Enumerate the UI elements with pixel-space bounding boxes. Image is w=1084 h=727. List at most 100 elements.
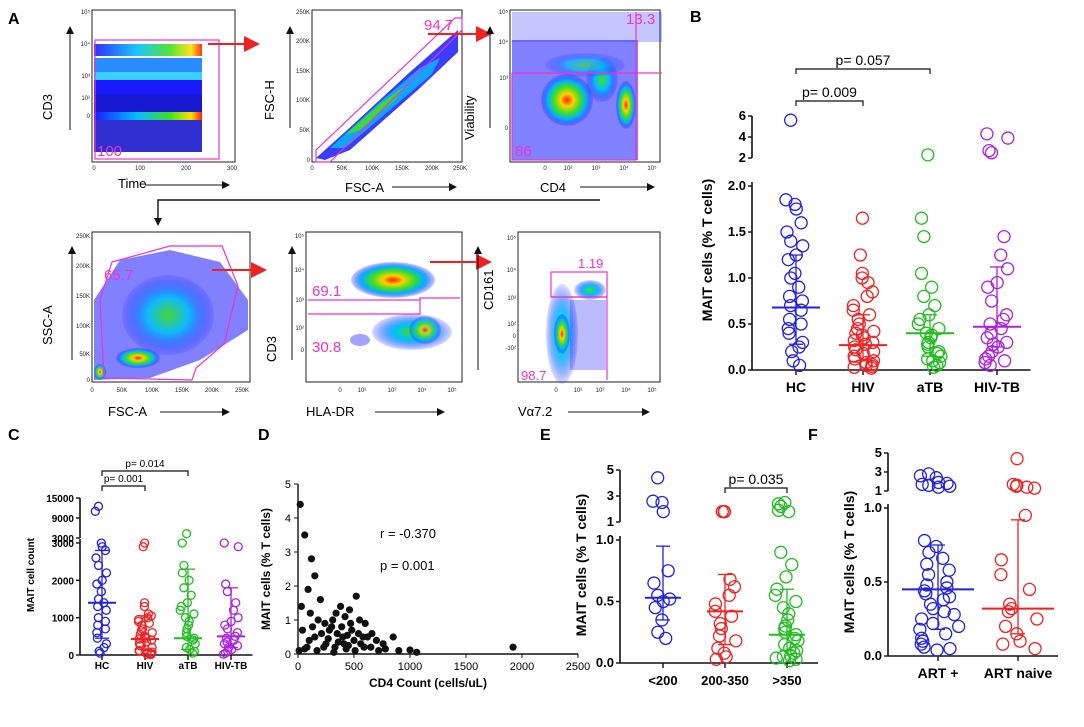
p-value-label: p= 0.001 — [104, 474, 144, 485]
data-point — [981, 280, 995, 294]
x-tick-label: 300 — [227, 166, 238, 172]
x-tick-label: 10⁴ — [621, 387, 631, 394]
y-tick-label: 50K — [79, 352, 90, 358]
x-tick-label: 100K — [145, 388, 159, 394]
data-point — [917, 289, 931, 304]
data-point — [781, 504, 796, 519]
data-point — [723, 572, 737, 587]
data-point — [179, 560, 189, 571]
data-point — [794, 216, 808, 230]
data-point — [916, 634, 930, 648]
data-point — [911, 317, 925, 331]
data-point — [940, 581, 954, 595]
data-point — [646, 494, 660, 508]
data-point — [656, 504, 670, 519]
data-point — [998, 619, 1013, 634]
y-tick-label: 100K — [296, 98, 310, 104]
data-point — [779, 193, 793, 207]
x-tick-label: 200-350 — [701, 673, 749, 688]
data-point — [314, 616, 322, 624]
data-point — [348, 626, 356, 634]
p-value-label: p= 0.014 — [125, 459, 165, 470]
data-point — [921, 567, 936, 582]
data-point — [176, 601, 186, 612]
data-point — [233, 542, 243, 552]
data-point — [347, 619, 355, 628]
data-point — [101, 568, 112, 578]
data-point — [651, 471, 665, 485]
data-point — [847, 360, 861, 374]
data-point — [940, 476, 954, 491]
y-tick-label: 0 — [505, 126, 509, 132]
data-point — [316, 596, 324, 604]
data-point — [996, 637, 1010, 651]
x-tick-label: 10³ — [596, 388, 605, 394]
y-tick-label: 10² — [507, 322, 516, 328]
data-point — [139, 598, 150, 608]
data-point — [865, 285, 880, 299]
data-point — [983, 317, 997, 331]
data-point — [915, 477, 929, 492]
data-point — [96, 538, 106, 548]
flow-plot-cd3-time: 100 CD3 Time 10⁵ 10⁴ 10³ 10² 0 0 100 200… — [40, 9, 238, 191]
data-point — [926, 601, 940, 616]
data-point — [794, 303, 808, 317]
data-point — [321, 619, 329, 628]
x-axis-label: FSC-A — [108, 404, 147, 419]
x-tick-label: 10⁴ — [417, 387, 427, 394]
data-point — [924, 280, 939, 294]
data-point — [789, 202, 803, 216]
data-point — [997, 354, 1012, 368]
data-point — [860, 289, 874, 304]
y-tick-label: 150K — [296, 69, 310, 75]
data-point — [95, 648, 105, 658]
x-tick-label: 0 — [295, 661, 301, 673]
data-point — [1028, 641, 1042, 656]
panel-d-correlation: 0 1 2 3 4 5 0 500 1000 1500 2000 2500 CD4 Count (cel… — [259, 479, 590, 690]
y-tick-label: 4 — [739, 129, 747, 144]
y-tick-label: 5 — [607, 462, 614, 477]
data-point — [796, 239, 810, 253]
data-point — [307, 555, 316, 563]
data-point — [361, 619, 369, 628]
data-point — [785, 344, 799, 359]
y-tick-label: 0 — [285, 649, 291, 661]
y-tick-label: 1.0 — [596, 532, 614, 547]
y-tick-label: 2.0 — [728, 178, 746, 193]
data-point — [177, 568, 187, 578]
data-point — [1020, 480, 1034, 494]
data-point — [784, 234, 798, 248]
data-point — [351, 647, 359, 655]
data-point — [332, 609, 340, 617]
data-point — [146, 649, 156, 660]
data-point — [413, 648, 421, 656]
panel-f-art-status: 0.0 0.5 1.0 1 3 5 MAIT cells (% T cells) ART + A… — [841, 445, 1058, 681]
data-point — [651, 625, 665, 639]
y-tick-label: 10⁴ — [81, 41, 91, 48]
data-point — [1001, 131, 1015, 145]
data-point — [360, 643, 368, 651]
data-point — [350, 636, 358, 645]
data-point — [368, 630, 376, 638]
data-point — [794, 317, 808, 331]
data-point — [926, 616, 940, 631]
data-point — [714, 621, 728, 636]
x-tick-label: aTB — [917, 379, 943, 395]
data-point — [333, 630, 341, 638]
gate-value: 94.7 — [424, 17, 453, 34]
x-tick-label: <200 — [648, 673, 677, 688]
data-point — [138, 542, 148, 552]
y-tick-label: 10⁴ — [295, 267, 305, 274]
data-point — [1013, 634, 1027, 648]
data-point — [92, 579, 102, 589]
data-point — [788, 266, 802, 281]
x-tick-label: 0 — [92, 166, 96, 172]
data-point — [301, 645, 309, 653]
data-point — [96, 586, 106, 597]
data-point — [147, 642, 157, 653]
data-point — [781, 252, 795, 267]
data-point — [943, 641, 957, 656]
y-tick-label: 0 — [87, 114, 91, 120]
x-axis-label: Time — [118, 176, 146, 191]
